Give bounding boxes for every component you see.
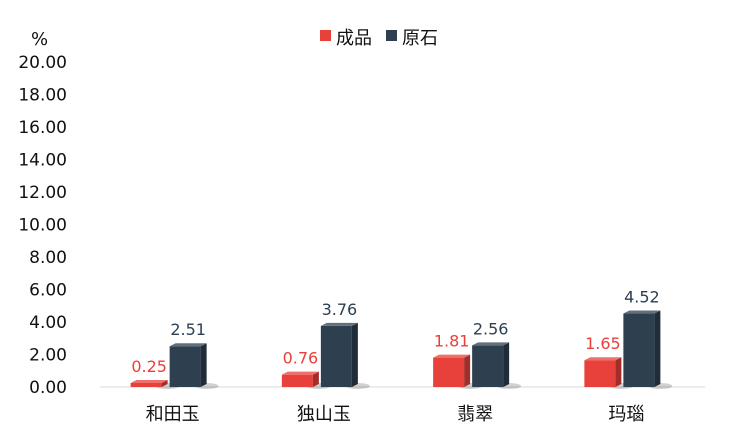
y-tick-label: 6.00	[29, 281, 67, 301]
bar-raw-3: 4.52	[623, 288, 673, 389]
data-label: 1.65	[585, 334, 621, 353]
legend: 成品 原石	[320, 28, 438, 49]
bar-top	[472, 342, 510, 346]
bar-side	[200, 343, 207, 387]
bar-top	[320, 322, 358, 326]
bar-front	[281, 374, 313, 387]
legend-label: 成品	[336, 28, 372, 49]
bar-top	[433, 354, 471, 358]
y-tick-label: 8.00	[29, 248, 67, 268]
bar-raw-2: 2.56	[472, 319, 522, 389]
bar-raw-1: 3.76	[320, 300, 370, 389]
bar-side	[312, 371, 319, 387]
bar-top	[623, 310, 661, 314]
y-axis-unit: %	[31, 29, 48, 50]
bar-front	[320, 325, 352, 387]
bar-side	[161, 379, 168, 387]
x-tick-label: 翡翠	[457, 404, 493, 425]
y-tick-label: 20.00	[18, 53, 67, 73]
x-tick-label: 和田玉	[146, 404, 200, 425]
bar-side	[503, 342, 510, 387]
y-tick-label: 18.00	[18, 86, 67, 106]
bar-front	[472, 345, 504, 387]
data-label: 0.76	[283, 349, 319, 368]
bar-front	[623, 313, 655, 387]
y-tick-label: 12.00	[18, 183, 67, 203]
bar-raw-0: 2.51	[169, 320, 219, 389]
bar-side	[654, 310, 661, 387]
bar-top	[281, 371, 319, 375]
x-tick-label: 独山玉	[297, 404, 351, 425]
bar-side	[615, 357, 622, 387]
y-tick-label: 0.00	[29, 378, 67, 398]
data-label: 4.52	[624, 288, 660, 307]
y-tick-label: 2.00	[29, 346, 67, 366]
bar-product-1: 0.76	[281, 349, 331, 389]
bar-top	[584, 357, 622, 361]
legend-label: 原石	[402, 28, 438, 49]
bar-front	[433, 357, 465, 387]
data-label: 1.81	[434, 332, 470, 351]
bar-product-3: 1.65	[584, 334, 634, 389]
x-tick-label: 玛瑙	[608, 404, 644, 425]
legend-swatch	[386, 30, 397, 41]
data-label: 2.56	[473, 319, 509, 338]
bars: 0.252.51 0.76 3.76 1.812.56 1.65 4.52	[130, 288, 673, 389]
bar-front	[169, 346, 201, 387]
data-label: 0.25	[131, 357, 167, 376]
y-tick-label: 10.00	[18, 216, 67, 236]
data-label: 2.51	[170, 320, 206, 339]
y-tick-label: 14.00	[18, 151, 67, 171]
y-axis: 0.00 2.00 4.00 6.00 8.00 10.00 12.00 14.00 16.00…	[18, 53, 67, 398]
bar-side	[351, 322, 358, 387]
bar-product-0: 0.25	[130, 357, 180, 389]
y-tick-label: 4.00	[29, 313, 67, 333]
bar-product-2: 1.81	[433, 332, 483, 389]
data-label: 3.76	[322, 300, 358, 319]
bar-front	[130, 382, 162, 387]
bar-top	[130, 379, 168, 383]
bar-top	[169, 343, 207, 347]
legend-swatch	[320, 30, 331, 41]
y-tick-label: 16.00	[18, 118, 67, 138]
x-axis: 和田玉 独山玉 翡翠 玛瑙	[146, 404, 645, 425]
bar-front	[584, 360, 616, 387]
bar-side	[464, 354, 471, 387]
